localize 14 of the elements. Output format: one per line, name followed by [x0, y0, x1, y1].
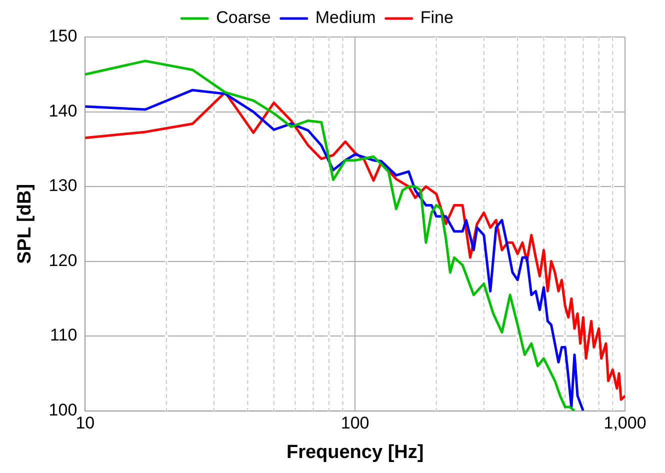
y-tick-label: 150: [48, 26, 78, 46]
y-tick-label: 120: [48, 250, 78, 270]
x-tick-label: 10: [76, 414, 95, 433]
x-tick-label: 100: [340, 414, 370, 433]
legend-label: Coarse: [216, 8, 271, 28]
x-axis-title: Frequency [Hz]: [286, 442, 424, 463]
x-tick-label: 1,000: [604, 414, 646, 433]
y-tick-label: 130: [48, 176, 78, 196]
y-tick-label: 140: [48, 101, 78, 120]
y-tick-label: 110: [50, 326, 78, 345]
y-tick-label: 100: [48, 400, 78, 420]
legend-label: Medium: [315, 8, 376, 28]
y-axis-title: SPL [dB]: [14, 184, 36, 264]
legend-label: Fine: [420, 8, 454, 28]
